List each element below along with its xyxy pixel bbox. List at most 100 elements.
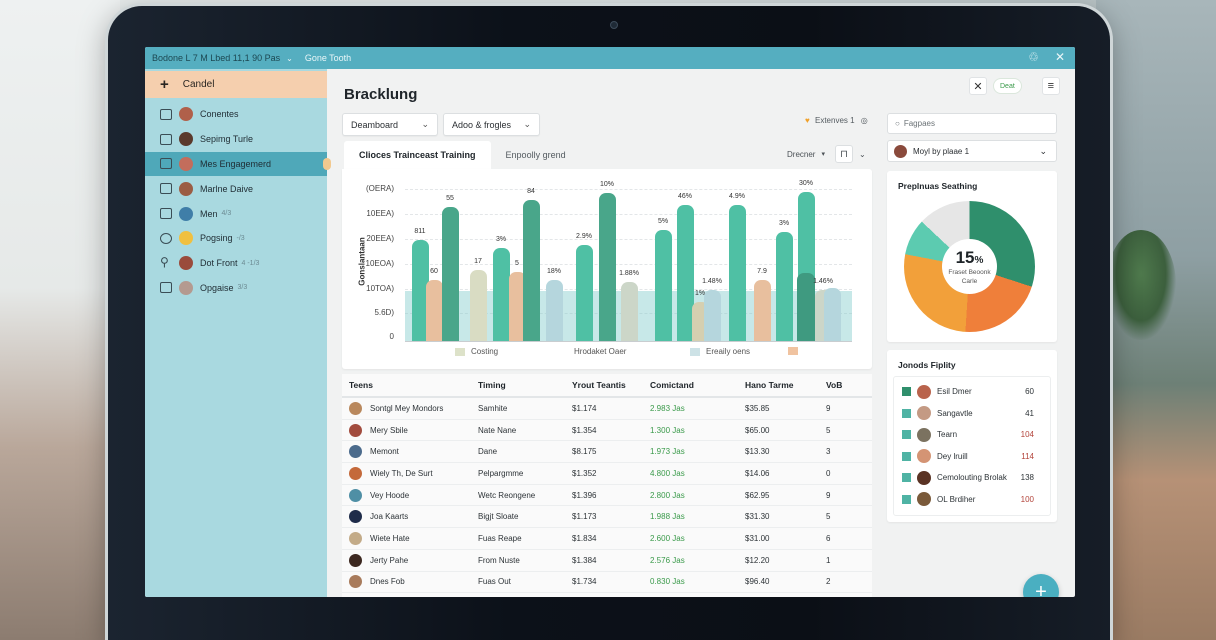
chart-bar[interactable] [753, 280, 771, 341]
tab-engagement[interactable]: Enpoolly grend [505, 150, 566, 160]
name-cell: Sontgl Mey Mondors [349, 401, 443, 415]
column-header[interactable]: VoB [826, 380, 843, 390]
table-row[interactable]: Vey Hoode Wetc Reongene $1.396 2.800 Jas $62… [342, 485, 872, 507]
status-pill[interactable]: Deat [993, 78, 1022, 94]
list-item[interactable]: Cemolouting Brolak 138 [894, 467, 1052, 489]
legend-item[interactable]: Costing [455, 347, 498, 356]
close-icon[interactable]: ✕ [1054, 50, 1065, 64]
legend-item[interactable]: Ereaily oens [690, 347, 750, 356]
bar-value-label: 1.46% [813, 278, 833, 285]
chart-bar[interactable] [425, 280, 443, 341]
table-row[interactable]: Joa Kaarts Bigjt Sloate $1.173 1.988 Jas $31… [342, 507, 872, 529]
vob-cell: 9 [826, 490, 831, 500]
chart-bar[interactable] [775, 232, 793, 341]
sidebar-item[interactable]: Mes Engagemerd [145, 151, 331, 177]
bar-value-label: 1.48% [702, 278, 722, 285]
chevron-down-icon[interactable]: ⌄ [858, 149, 866, 159]
chart-bar[interactable] [545, 280, 563, 341]
top-actions: ✕ Deat ≡ [969, 77, 1060, 95]
sidebar-item[interactable]: Pogsing -/3 [145, 226, 327, 251]
sidebar-item[interactable]: Conentes [145, 102, 327, 127]
legend-item[interactable] [788, 347, 804, 355]
vob-cell: 0 [826, 468, 831, 478]
list-item[interactable]: Dey lruill 114 [894, 446, 1052, 468]
sidebar-item[interactable]: Marlne Daive [145, 176, 327, 201]
sidebar-item[interactable]: Opgaise 3/3 [145, 276, 327, 301]
list-item[interactable]: OL Brdiher 100 [894, 489, 1052, 511]
name-cell: Dnes Fob [349, 575, 405, 589]
table-row[interactable]: Wiete Hate Fuas Reape $1.834 2.600 Jas $31.0… [342, 528, 872, 550]
chart-bar[interactable] [823, 288, 841, 341]
list-item[interactable]: Sangavtle 41 [894, 403, 1052, 425]
view-dropdown[interactable]: Drecner [787, 149, 816, 159]
column-header[interactable]: Timing [478, 380, 506, 390]
chart-bar[interactable] [522, 200, 540, 341]
avatar [349, 466, 362, 480]
legend-item[interactable]: Hrodaket Oaer [574, 347, 626, 356]
table-row[interactable]: Memont Dane $8.175 1.973 Jas $13.30 3 [342, 441, 872, 464]
user-select[interactable]: Moyl by plaae 1 ⌄ [887, 140, 1057, 162]
table-row[interactable]: Jerty Pahe From Nuste $1.384 2.576 Jas $12.2… [342, 550, 872, 572]
chevron-down-icon[interactable]: ⌄ [286, 53, 293, 63]
color-swatch [902, 408, 911, 418]
chart-bar[interactable] [441, 207, 459, 341]
caret-down-icon[interactable]: ▾ [821, 151, 825, 158]
bell-icon[interactable]: ♲ [1028, 50, 1039, 64]
tab-training[interactable]: Clioces Trainceast Training [344, 141, 491, 169]
list-item[interactable]: Esil Dmer 60 [894, 381, 1052, 403]
add-button[interactable]: + [1023, 574, 1059, 597]
new-button[interactable]: + Candel [145, 71, 327, 98]
chart-bar[interactable] [654, 230, 672, 341]
chart-bar[interactable] [703, 290, 721, 341]
table-row[interactable]: Wiely Th, De Surt Pelpargmme $1.352 4.800 J… [342, 463, 872, 485]
chart-bar[interactable] [676, 205, 694, 341]
extensions-badge[interactable]: ♥ Extenves 1 ◎ [805, 116, 868, 125]
menu-icon[interactable]: ≡ [1041, 77, 1060, 95]
lock-icon[interactable]: ⊓ [834, 145, 853, 163]
y-tick-label: 5.6D) [374, 308, 394, 317]
dashboard-select-label: Deamboard [351, 119, 399, 130]
column-header[interactable]: Hano Tarme [745, 380, 794, 390]
list-item-label: OL Brdiher [937, 494, 976, 504]
pin-icon [160, 255, 172, 269]
column-header[interactable]: Teens [349, 380, 373, 390]
table-row[interactable]: Dnes Fob Fuas Out $1.734 0.830 Jas $96.40 2 [342, 572, 872, 594]
legend-swatch [455, 347, 465, 356]
chart-bar[interactable] [620, 282, 638, 341]
chart-bar[interactable] [469, 270, 487, 341]
column-header[interactable]: Yrout Teantis [572, 380, 626, 390]
chart-bar[interactable] [797, 273, 815, 341]
gridline [405, 239, 852, 240]
rate-cell: $12.20 [745, 555, 770, 565]
chart-bar[interactable] [508, 272, 526, 341]
chart-bar[interactable] [492, 248, 510, 341]
sidebar-item-label: Mes Engagemerd [200, 158, 272, 169]
chart-bar[interactable] [598, 193, 616, 341]
sidebar-item[interactable]: Men 4/3 [145, 201, 327, 226]
window-subtitle[interactable]: Gone Tooth [304, 53, 352, 63]
columns-icon [160, 108, 172, 120]
bar-value-label: 1% [694, 290, 706, 297]
rate-cell: $35.85 [745, 403, 770, 413]
inbox-icon [160, 208, 172, 220]
chart-bar[interactable] [575, 245, 593, 341]
color-swatch [902, 451, 911, 461]
table-row[interactable]: Sontgl Mey Mondors Samhite $1.174 2.983 Jas… [342, 398, 872, 420]
plus-icon: + [1035, 580, 1047, 598]
filter-select[interactable]: Adoo & frogles ⌄ [443, 113, 540, 136]
sidebar-item[interactable]: Sepimg Turle [145, 127, 327, 152]
search-input[interactable]: ○ Fagpaes [887, 113, 1057, 134]
close-icon[interactable]: ✕ [969, 77, 987, 95]
name-cell: Joa Kaarts [349, 510, 408, 524]
column-header[interactable]: Comictand [650, 380, 694, 390]
background-left [0, 0, 120, 640]
list-item[interactable]: Tearn 104 [894, 424, 1052, 446]
gridline [405, 189, 852, 190]
chart-bar[interactable] [728, 205, 746, 341]
table-row[interactable]: Mery Sbile Nate Nane $1.354 1.300 Jas $65.00… [342, 420, 872, 442]
name-cell: Wiely Th, De Surt [349, 466, 433, 480]
dashboard-select[interactable]: Deamboard ⌄ [342, 113, 438, 136]
chart-bar[interactable] [411, 240, 429, 341]
donut-subtitle-2: Carle [961, 277, 978, 285]
